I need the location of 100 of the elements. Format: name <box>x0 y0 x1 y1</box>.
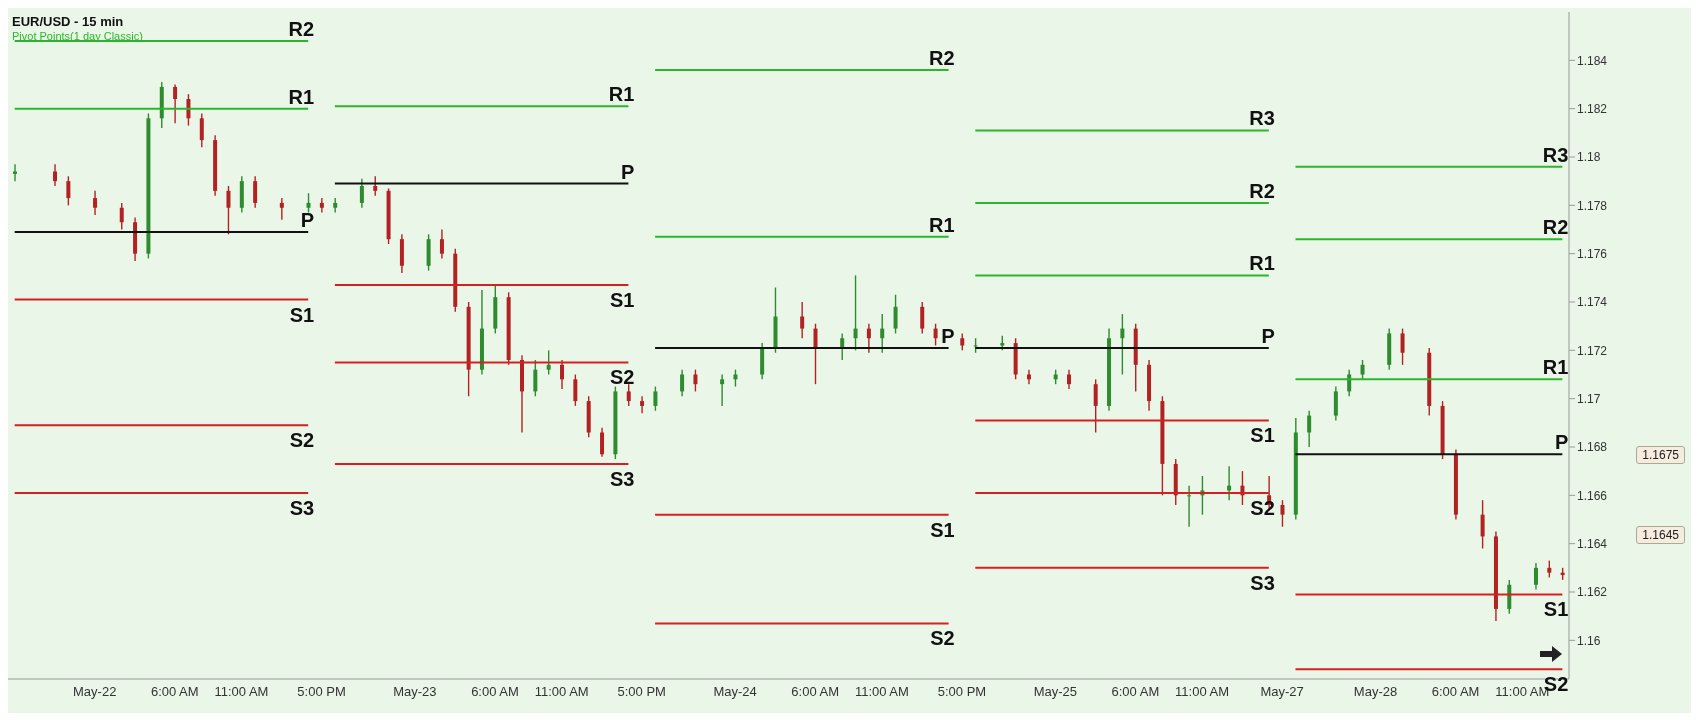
x-tick-label: 6:00 AM <box>791 684 840 700</box>
candlestick <box>840 332 845 361</box>
text: S2 <box>1250 496 1275 519</box>
text: S1 <box>1250 424 1275 447</box>
candlestick <box>1227 465 1232 501</box>
x-tick-label: 11:00 AM <box>854 684 909 700</box>
y-tick-label: 1.182 <box>1577 101 1608 116</box>
text: S3 <box>609 467 635 490</box>
candlestick <box>573 373 578 407</box>
candlestick <box>880 313 885 354</box>
candlestick <box>813 323 818 385</box>
y-tick-label: 1.184 <box>1577 53 1608 68</box>
text: R1 <box>1542 356 1569 379</box>
x-tick-label: 6:00 AM <box>1111 684 1160 700</box>
candlestick <box>66 175 71 207</box>
candlestick <box>119 202 124 231</box>
x-tick-label: 5:00 PM <box>617 684 666 700</box>
text: P <box>941 324 955 347</box>
candlestick <box>920 301 925 335</box>
candlestick <box>693 368 698 393</box>
candlestick <box>226 185 231 236</box>
text: R2 <box>1249 179 1275 202</box>
text: R3 <box>1542 143 1569 166</box>
candlestick <box>546 349 551 376</box>
series-label: R2 <box>288 18 315 40</box>
text: S1 <box>609 289 635 312</box>
candlestick <box>1067 368 1072 390</box>
x-tick-label: May-23 <box>393 684 437 700</box>
candlestick <box>1533 562 1538 591</box>
x-tick-label: May-22 <box>73 684 117 700</box>
candlestick <box>1307 410 1312 448</box>
candlestick <box>439 228 444 260</box>
candlestick <box>1093 378 1098 434</box>
candlestick <box>373 175 378 197</box>
y-tick-label: 1.178 <box>1577 198 1608 213</box>
text: 1.1675 <box>1636 446 1685 464</box>
candlestick <box>53 163 58 187</box>
x-tick-label: 6:00 AM <box>1431 684 1480 700</box>
x-tick-label: 11:00 AM <box>214 684 269 700</box>
text: P <box>1261 324 1275 347</box>
text: R2 <box>1542 216 1569 239</box>
candlestick <box>560 359 565 390</box>
x-tick-label: 11:00 AM <box>534 684 589 700</box>
candlestick <box>533 359 538 397</box>
candlestick <box>866 323 871 354</box>
y-tick-label: 1.164 <box>1577 536 1608 551</box>
series-label: R3 <box>1249 107 1275 130</box>
candlestick <box>1280 499 1285 528</box>
candlestick <box>853 274 858 352</box>
x-tick-label: May-24 <box>713 684 757 700</box>
candlestick <box>800 301 805 339</box>
y-tick-label: 1.162 <box>1577 585 1608 600</box>
text: S3 <box>1250 571 1275 594</box>
x-tick-label: 5:00 PM <box>297 684 346 700</box>
series-label: S3 <box>289 496 315 519</box>
series-label: R1 <box>288 85 315 108</box>
y-tick-label: 1.168 <box>1577 440 1608 455</box>
candlestick <box>93 190 98 216</box>
series-label: S2 <box>289 429 315 452</box>
candlestick <box>359 178 364 209</box>
text: P <box>621 160 635 183</box>
text: R2 <box>929 47 955 69</box>
candlestick <box>933 323 938 347</box>
y-tick-label: 1.16 <box>1577 633 1601 648</box>
x-tick-label: May-28 <box>1353 684 1398 700</box>
candlestick <box>893 294 898 335</box>
candlestick <box>626 383 631 407</box>
candlestick <box>600 426 605 458</box>
y-tick-label: 1.172 <box>1577 343 1608 358</box>
candlestick <box>319 197 324 214</box>
text: R1 <box>1249 252 1275 275</box>
candlestick <box>640 395 645 414</box>
x-tick-label: 6:00 AM <box>471 684 519 700</box>
y-tick-label: 1.174 <box>1577 295 1608 310</box>
chart-title: EUR/USD - 15 min <box>12 14 124 29</box>
y-tick-label: 1.18 <box>1577 150 1601 165</box>
y-tick-label: 1.166 <box>1577 488 1608 503</box>
candlestick <box>720 373 725 407</box>
text: 1.1645 <box>1636 526 1685 544</box>
candlestick <box>680 368 685 397</box>
x-tick-label: May-25 <box>1033 684 1078 700</box>
candlestick <box>253 175 258 209</box>
candlestick <box>1120 313 1125 376</box>
series-label: P <box>300 208 315 231</box>
x-tick-label: 11:00 AM <box>1175 684 1230 700</box>
text: P <box>1554 431 1569 454</box>
candlestick <box>279 197 284 221</box>
candlestick <box>1187 484 1192 528</box>
x-tick-label: May-27 <box>1260 684 1304 700</box>
candlestick <box>1400 327 1405 366</box>
y-tick-label: 1.176 <box>1577 246 1608 261</box>
text: S2 <box>609 366 635 389</box>
text: Pivot Points(1 day Classic) <box>12 30 143 42</box>
series-label: S1 <box>289 303 315 326</box>
candlestick <box>653 385 658 412</box>
text: R1 <box>929 213 955 236</box>
x-tick-label: 6:00 AM <box>150 684 199 700</box>
x-tick-label: 5:00 PM <box>937 684 987 700</box>
candlestick <box>199 112 204 149</box>
candlestick <box>1480 499 1485 550</box>
